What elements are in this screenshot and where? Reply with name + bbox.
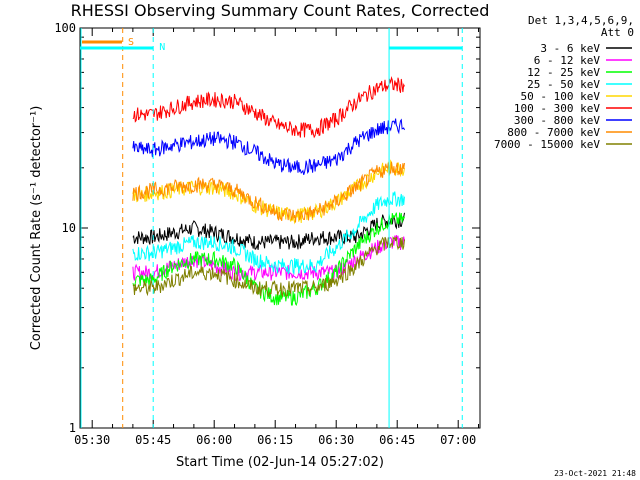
x-tick-label: 05:30	[74, 433, 110, 447]
series-line	[132, 212, 405, 307]
s-label: S	[128, 37, 134, 48]
x-tick-label: 05:45	[135, 433, 171, 447]
y-tick-label: 100	[54, 21, 76, 35]
legend-header-line-1: Det 1,3,4,5,6,9,	[528, 14, 634, 27]
legend-label: 3 - 6 keV	[540, 42, 600, 55]
legend-label: 100 - 300 keV	[514, 102, 600, 115]
chart-title: RHESSI Observing Summary Count Rates, Co…	[71, 1, 490, 20]
series-5	[132, 76, 405, 139]
series-line	[132, 212, 405, 250]
n-label: N	[159, 42, 165, 53]
plot-area	[132, 76, 405, 307]
x-axis: 05:30 05:45 06:00 06:15 06:30 06:45 07:00	[74, 28, 480, 447]
y-axis: 100 10 1	[54, 21, 480, 435]
series-line	[132, 118, 405, 175]
legend-label: 6 - 12 keV	[534, 54, 601, 67]
series-7	[132, 162, 405, 223]
series-6	[132, 118, 405, 175]
x-tick-label: 06:30	[318, 433, 354, 447]
series-line	[132, 191, 405, 275]
legend-header-line-2: Att 0	[601, 26, 634, 39]
legend-label: 300 - 800 keV	[514, 114, 600, 127]
series-line	[132, 162, 405, 223]
x-tick-label: 06:00	[196, 433, 232, 447]
legend-label: 50 - 100 keV	[521, 90, 601, 103]
series-line	[132, 76, 405, 139]
x-tick-label: 07:00	[440, 433, 476, 447]
series-8	[132, 236, 405, 298]
footer-timestamp: 23-Oct-2021 21:48	[554, 469, 636, 478]
legend-label: 7000 - 15000 keV	[494, 138, 600, 151]
y-axis-label: Corrected Count Rate (s⁻¹ detector⁻¹)	[29, 106, 44, 351]
legend-label: 12 - 25 keV	[527, 66, 600, 79]
series-2	[132, 212, 405, 307]
x-axis-label: Start Time (02-Jun-14 05:27:02)	[176, 455, 384, 470]
series-line	[132, 236, 405, 298]
series-3	[132, 191, 405, 275]
series-0	[132, 212, 405, 250]
legend-label: 25 - 50 keV	[527, 78, 600, 91]
x-tick-label: 06:15	[257, 433, 293, 447]
x-tick-label: 06:45	[379, 433, 415, 447]
y-tick-label: 10	[62, 221, 76, 235]
y-tick-label: 1	[69, 421, 76, 435]
legend-label: 800 - 7000 keV	[507, 126, 600, 139]
